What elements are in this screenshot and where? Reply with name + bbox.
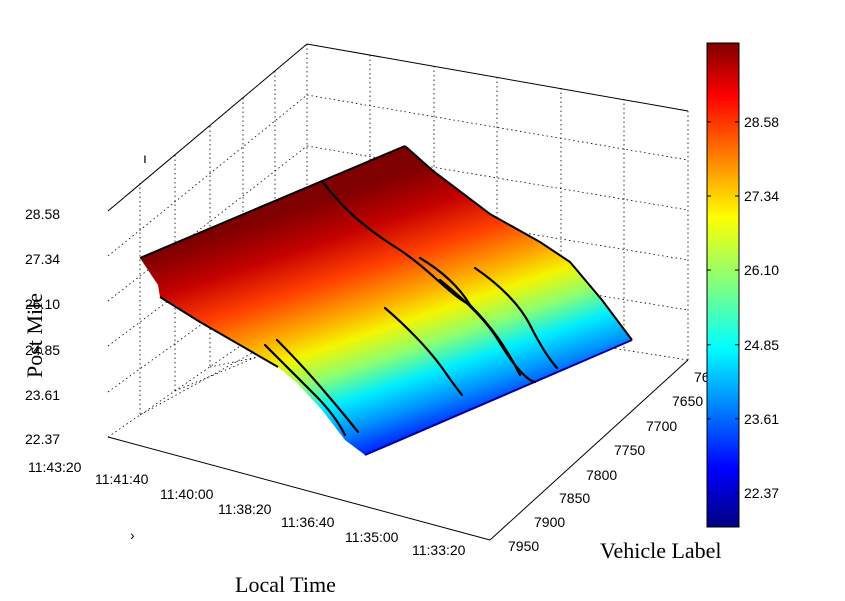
colorbar-tick-label: 27.34 bbox=[744, 188, 779, 204]
y-tick-label: 7650 bbox=[672, 393, 703, 409]
x-tick-label: 11:33:20 bbox=[412, 542, 466, 558]
trajectory-line bbox=[275, 338, 360, 434]
colorbar-fill bbox=[706, 42, 740, 528]
trajectory-line bbox=[263, 343, 347, 437]
y-axis-ticks: 76 7650 7700 7750 7800 7850 7900 7950 bbox=[508, 369, 710, 554]
surface-patch bbox=[140, 146, 632, 455]
trajectory-line bbox=[320, 179, 472, 307]
y-axis-line bbox=[489, 359, 689, 541]
y-tick-label: 7750 bbox=[614, 442, 645, 458]
z-tick-label: 23.61 bbox=[25, 387, 60, 403]
y-axis-title: Vehicle Label bbox=[600, 538, 722, 563]
surface bbox=[139, 145, 633, 456]
y-tick-label: 7950 bbox=[508, 538, 539, 554]
x-axis-title: Local Time bbox=[235, 572, 336, 597]
trajectory-line bbox=[383, 306, 464, 397]
y-tick-label: 7800 bbox=[586, 467, 617, 483]
z-tick-label: 27.34 bbox=[25, 251, 60, 267]
surface-front-edge bbox=[159, 296, 279, 368]
y-tick-label: 7700 bbox=[646, 418, 677, 434]
colorbar-tick-label: 26.10 bbox=[744, 262, 779, 278]
colorbar-ticks: 28.58 27.34 26.10 24.85 23.61 22.37 bbox=[707, 114, 779, 501]
z-axis-title: Post Mile bbox=[22, 293, 47, 378]
x-axis-line bbox=[107, 436, 491, 541]
z-axis-ticks: 28.58 27.34 26.10 24.85 23.61 22.37 bbox=[25, 206, 60, 447]
y-tick-label: 76 bbox=[694, 369, 710, 385]
y-tick-label: 7850 bbox=[559, 490, 590, 506]
colorbar-tick-label: 24.85 bbox=[744, 337, 779, 353]
z-tick-label: 28.58 bbox=[25, 206, 60, 222]
x-tick-label: 11:40:00 bbox=[160, 486, 214, 502]
x-tick-label: 11:43:20 bbox=[28, 459, 82, 475]
colorbar-tick-label: 23.61 bbox=[744, 411, 779, 427]
z-tick-label: 24.85 bbox=[25, 342, 60, 358]
z-tick-label: 26.10 bbox=[25, 296, 60, 312]
colorbar-tick-label: 22.37 bbox=[744, 485, 779, 501]
x-tick-label: 11:35:00 bbox=[345, 529, 399, 545]
trajectory-line bbox=[438, 278, 537, 384]
stray-mark: › bbox=[130, 527, 135, 543]
trajectory-line bbox=[473, 266, 559, 370]
colorbar: 28.58 27.34 26.10 24.85 23.61 22.37 bbox=[706, 42, 779, 528]
stray-mark: ı bbox=[143, 150, 147, 166]
x-tick-label: 11:38:20 bbox=[218, 501, 272, 517]
surface-right-edge bbox=[404, 145, 633, 341]
z-tick-label: 22.37 bbox=[25, 431, 60, 447]
x-tick-label: 11:36:40 bbox=[281, 514, 335, 530]
y-tick-label: 7900 bbox=[534, 514, 565, 530]
trajectories bbox=[263, 179, 559, 437]
x-axis-ticks: 11:43:20 11:41:40 11:40:00 11:38:20 11:3… bbox=[28, 459, 466, 558]
colorbar-tick-label: 28.58 bbox=[744, 114, 779, 130]
surface-bottom-edge bbox=[364, 339, 633, 456]
x-tick-label: 11:41:40 bbox=[95, 471, 149, 487]
